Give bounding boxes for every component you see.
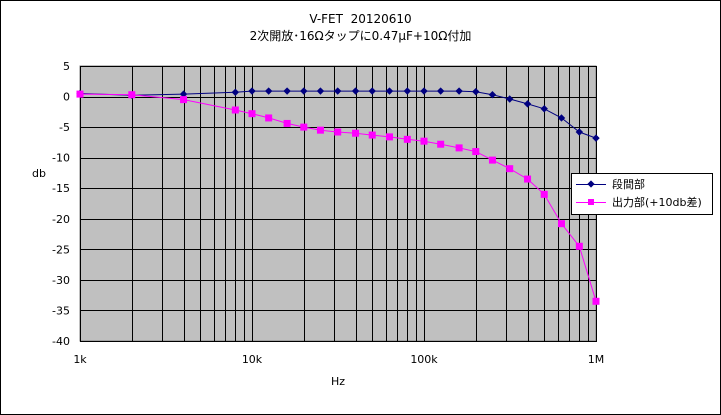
data-point [592, 134, 600, 142]
data-point [472, 87, 480, 96]
data-point [403, 135, 411, 143]
data-point [248, 110, 256, 118]
legend-label-series2: 出力部(+10db差) [612, 196, 702, 209]
data-point [128, 91, 136, 99]
data-point [523, 100, 532, 108]
chart-title-line1: V-FET 20120610 [309, 12, 412, 26]
chart-title-line2: 2次開放･16Ωタップに0.47μF+10Ω付加 [249, 29, 472, 43]
x-tick-label: 1k [73, 353, 87, 366]
data-point [283, 119, 291, 127]
data-point [524, 175, 532, 183]
data-point [385, 87, 394, 95]
data-point [437, 140, 445, 148]
y-axis-label: db [32, 167, 46, 180]
data-point [575, 242, 583, 250]
x-tick-labels: 1k 10k 100k 1M [73, 353, 604, 366]
data-point [300, 87, 308, 95]
y-tick-label: 5 [63, 60, 70, 73]
data-point [436, 87, 445, 95]
data-point [300, 123, 308, 131]
data-point [506, 95, 514, 103]
data-point [248, 87, 256, 95]
data-point [334, 87, 342, 95]
data-point [283, 87, 291, 95]
data-point [352, 129, 360, 137]
y-tick-label: -20 [52, 213, 70, 226]
data-point [557, 114, 566, 122]
data-point [231, 106, 239, 114]
data-point [506, 165, 514, 173]
data-point [420, 87, 428, 95]
data-point [592, 297, 600, 305]
data-point [264, 87, 273, 95]
y-tick-labels: 5 0 -5 -10 -15 -20 -25 -30 -35 -40 [52, 60, 70, 348]
data-point [540, 190, 548, 198]
legend-item-series1: 段間部 [572, 177, 712, 193]
x-tick-label: 1M [588, 353, 605, 366]
legend: 段間部 出力部(+10db差) [571, 173, 713, 215]
y-tick-label: -30 [52, 274, 70, 287]
data-point [351, 87, 360, 95]
y-tick-label: -15 [52, 182, 70, 195]
diamond-marker-icon [587, 180, 595, 188]
y-tick-label: 0 [63, 91, 70, 104]
data-point [231, 88, 240, 96]
square-marker-icon [588, 199, 594, 205]
data-point [488, 156, 496, 164]
data-point [575, 128, 584, 136]
data-point [420, 137, 428, 145]
data-point [403, 87, 412, 95]
data-point [472, 148, 480, 156]
data-point [557, 220, 565, 228]
plot-area [79, 65, 597, 342]
y-tick-label: -35 [52, 304, 70, 317]
data-point [455, 144, 463, 152]
legend-label-series1: 段間部 [612, 178, 645, 191]
data-point [76, 90, 84, 98]
data-point [488, 91, 497, 99]
x-axis-label: Hz [331, 375, 345, 388]
data-point [368, 131, 376, 139]
y-tick-label: -40 [52, 335, 70, 348]
legend-item-series2: 出力部(+10db差) [572, 195, 712, 211]
data-point [316, 126, 324, 134]
data-point [540, 105, 548, 113]
data-point [455, 87, 463, 95]
data-point [334, 128, 342, 136]
data-point [316, 87, 325, 95]
data-point [180, 96, 188, 104]
series-layer [76, 87, 600, 305]
data-point [385, 133, 393, 141]
series-1 [76, 87, 600, 142]
data-point [265, 114, 273, 122]
series-2 [76, 90, 600, 305]
y-tick-label: -25 [52, 243, 70, 256]
x-tick-label: 100k [410, 353, 438, 366]
y-tick-label: -10 [52, 152, 70, 165]
x-tick-label: 10k [242, 353, 263, 366]
data-point [368, 87, 376, 95]
y-tick-label: -5 [59, 121, 70, 134]
chart-title: V-FET 20120610 2次開放･16Ωタップに0.47μF+10Ω付加 [1, 11, 720, 45]
